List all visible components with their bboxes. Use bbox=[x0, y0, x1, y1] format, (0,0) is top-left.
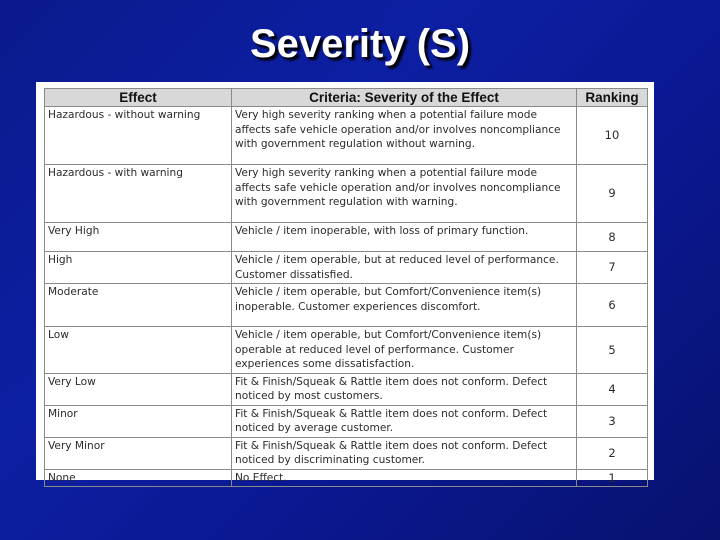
ranking-cell: 10 bbox=[576, 106, 648, 165]
header-criteria: Criteria: Severity of the Effect bbox=[231, 88, 577, 107]
ranking-cell: 7 bbox=[576, 251, 648, 284]
ranking-cell: 5 bbox=[576, 326, 648, 374]
criteria-cell: Fit & Finish/Squeak & Rattle item does n… bbox=[231, 372, 577, 406]
table-row: Very Minor Fit & Finish/Squeak & Rattle … bbox=[44, 436, 648, 470]
effect-cell: Moderate bbox=[44, 283, 232, 327]
effect-cell: Very High bbox=[44, 222, 232, 252]
table-row: None No Effect. 1 bbox=[44, 468, 648, 487]
effect-cell: Low bbox=[44, 326, 232, 374]
table-header-row: Effect Criteria: Severity of the Effect … bbox=[44, 88, 648, 107]
ranking-cell: 4 bbox=[576, 372, 648, 406]
criteria-cell: Vehicle / item operable, but Comfort/Con… bbox=[231, 326, 577, 374]
ranking-cell: 6 bbox=[576, 283, 648, 327]
effect-cell: Very Minor bbox=[44, 436, 232, 470]
table-row: Very High Vehicle / item inoperable, wit… bbox=[44, 222, 648, 252]
criteria-cell: Vehicle / item inoperable, with loss of … bbox=[231, 222, 577, 252]
severity-table-card: Effect Criteria: Severity of the Effect … bbox=[36, 82, 654, 487]
criteria-cell: Very high severity ranking when a potent… bbox=[231, 164, 577, 223]
header-effect: Effect bbox=[44, 88, 232, 107]
criteria-cell: No Effect. bbox=[231, 468, 577, 487]
effect-cell: Hazardous - with warning bbox=[44, 164, 232, 223]
criteria-cell: Fit & Finish/Squeak & Rattle item does n… bbox=[231, 404, 577, 438]
table-row: Hazardous - with warning Very high sever… bbox=[44, 164, 648, 223]
table-row: Moderate Vehicle / item operable, but Co… bbox=[44, 283, 648, 327]
criteria-cell: Vehicle / item operable, but Comfort/Con… bbox=[231, 283, 577, 327]
criteria-cell: Vehicle / item operable, but at reduced … bbox=[231, 251, 577, 284]
slide-title: Severity (S) bbox=[249, 22, 471, 66]
ranking-cell: 3 bbox=[576, 404, 648, 438]
criteria-cell: Very high severity ranking when a potent… bbox=[231, 106, 577, 165]
table-row: High Vehicle / item operable, but at red… bbox=[44, 251, 648, 284]
effect-cell: Very Low bbox=[44, 372, 232, 406]
ranking-cell: 9 bbox=[576, 164, 648, 223]
ranking-cell: 1 bbox=[576, 468, 648, 487]
table-row: Low Vehicle / item operable, but Comfort… bbox=[44, 326, 648, 374]
table-row: Hazardous - without warning Very high se… bbox=[44, 106, 648, 165]
criteria-cell: Fit & Finish/Squeak & Rattle item does n… bbox=[231, 436, 577, 470]
header-ranking: Ranking bbox=[576, 88, 648, 107]
effect-cell: Minor bbox=[44, 404, 232, 438]
effect-cell: None bbox=[44, 468, 232, 487]
ranking-cell: 2 bbox=[576, 436, 648, 470]
severity-table: Effect Criteria: Severity of the Effect … bbox=[44, 88, 648, 487]
effect-cell: Hazardous - without warning bbox=[44, 106, 232, 165]
table-row: Very Low Fit & Finish/Squeak & Rattle it… bbox=[44, 372, 648, 406]
table-row: Minor Fit & Finish/Squeak & Rattle item … bbox=[44, 404, 648, 438]
effect-cell: High bbox=[44, 251, 232, 284]
ranking-cell: 8 bbox=[576, 222, 648, 252]
